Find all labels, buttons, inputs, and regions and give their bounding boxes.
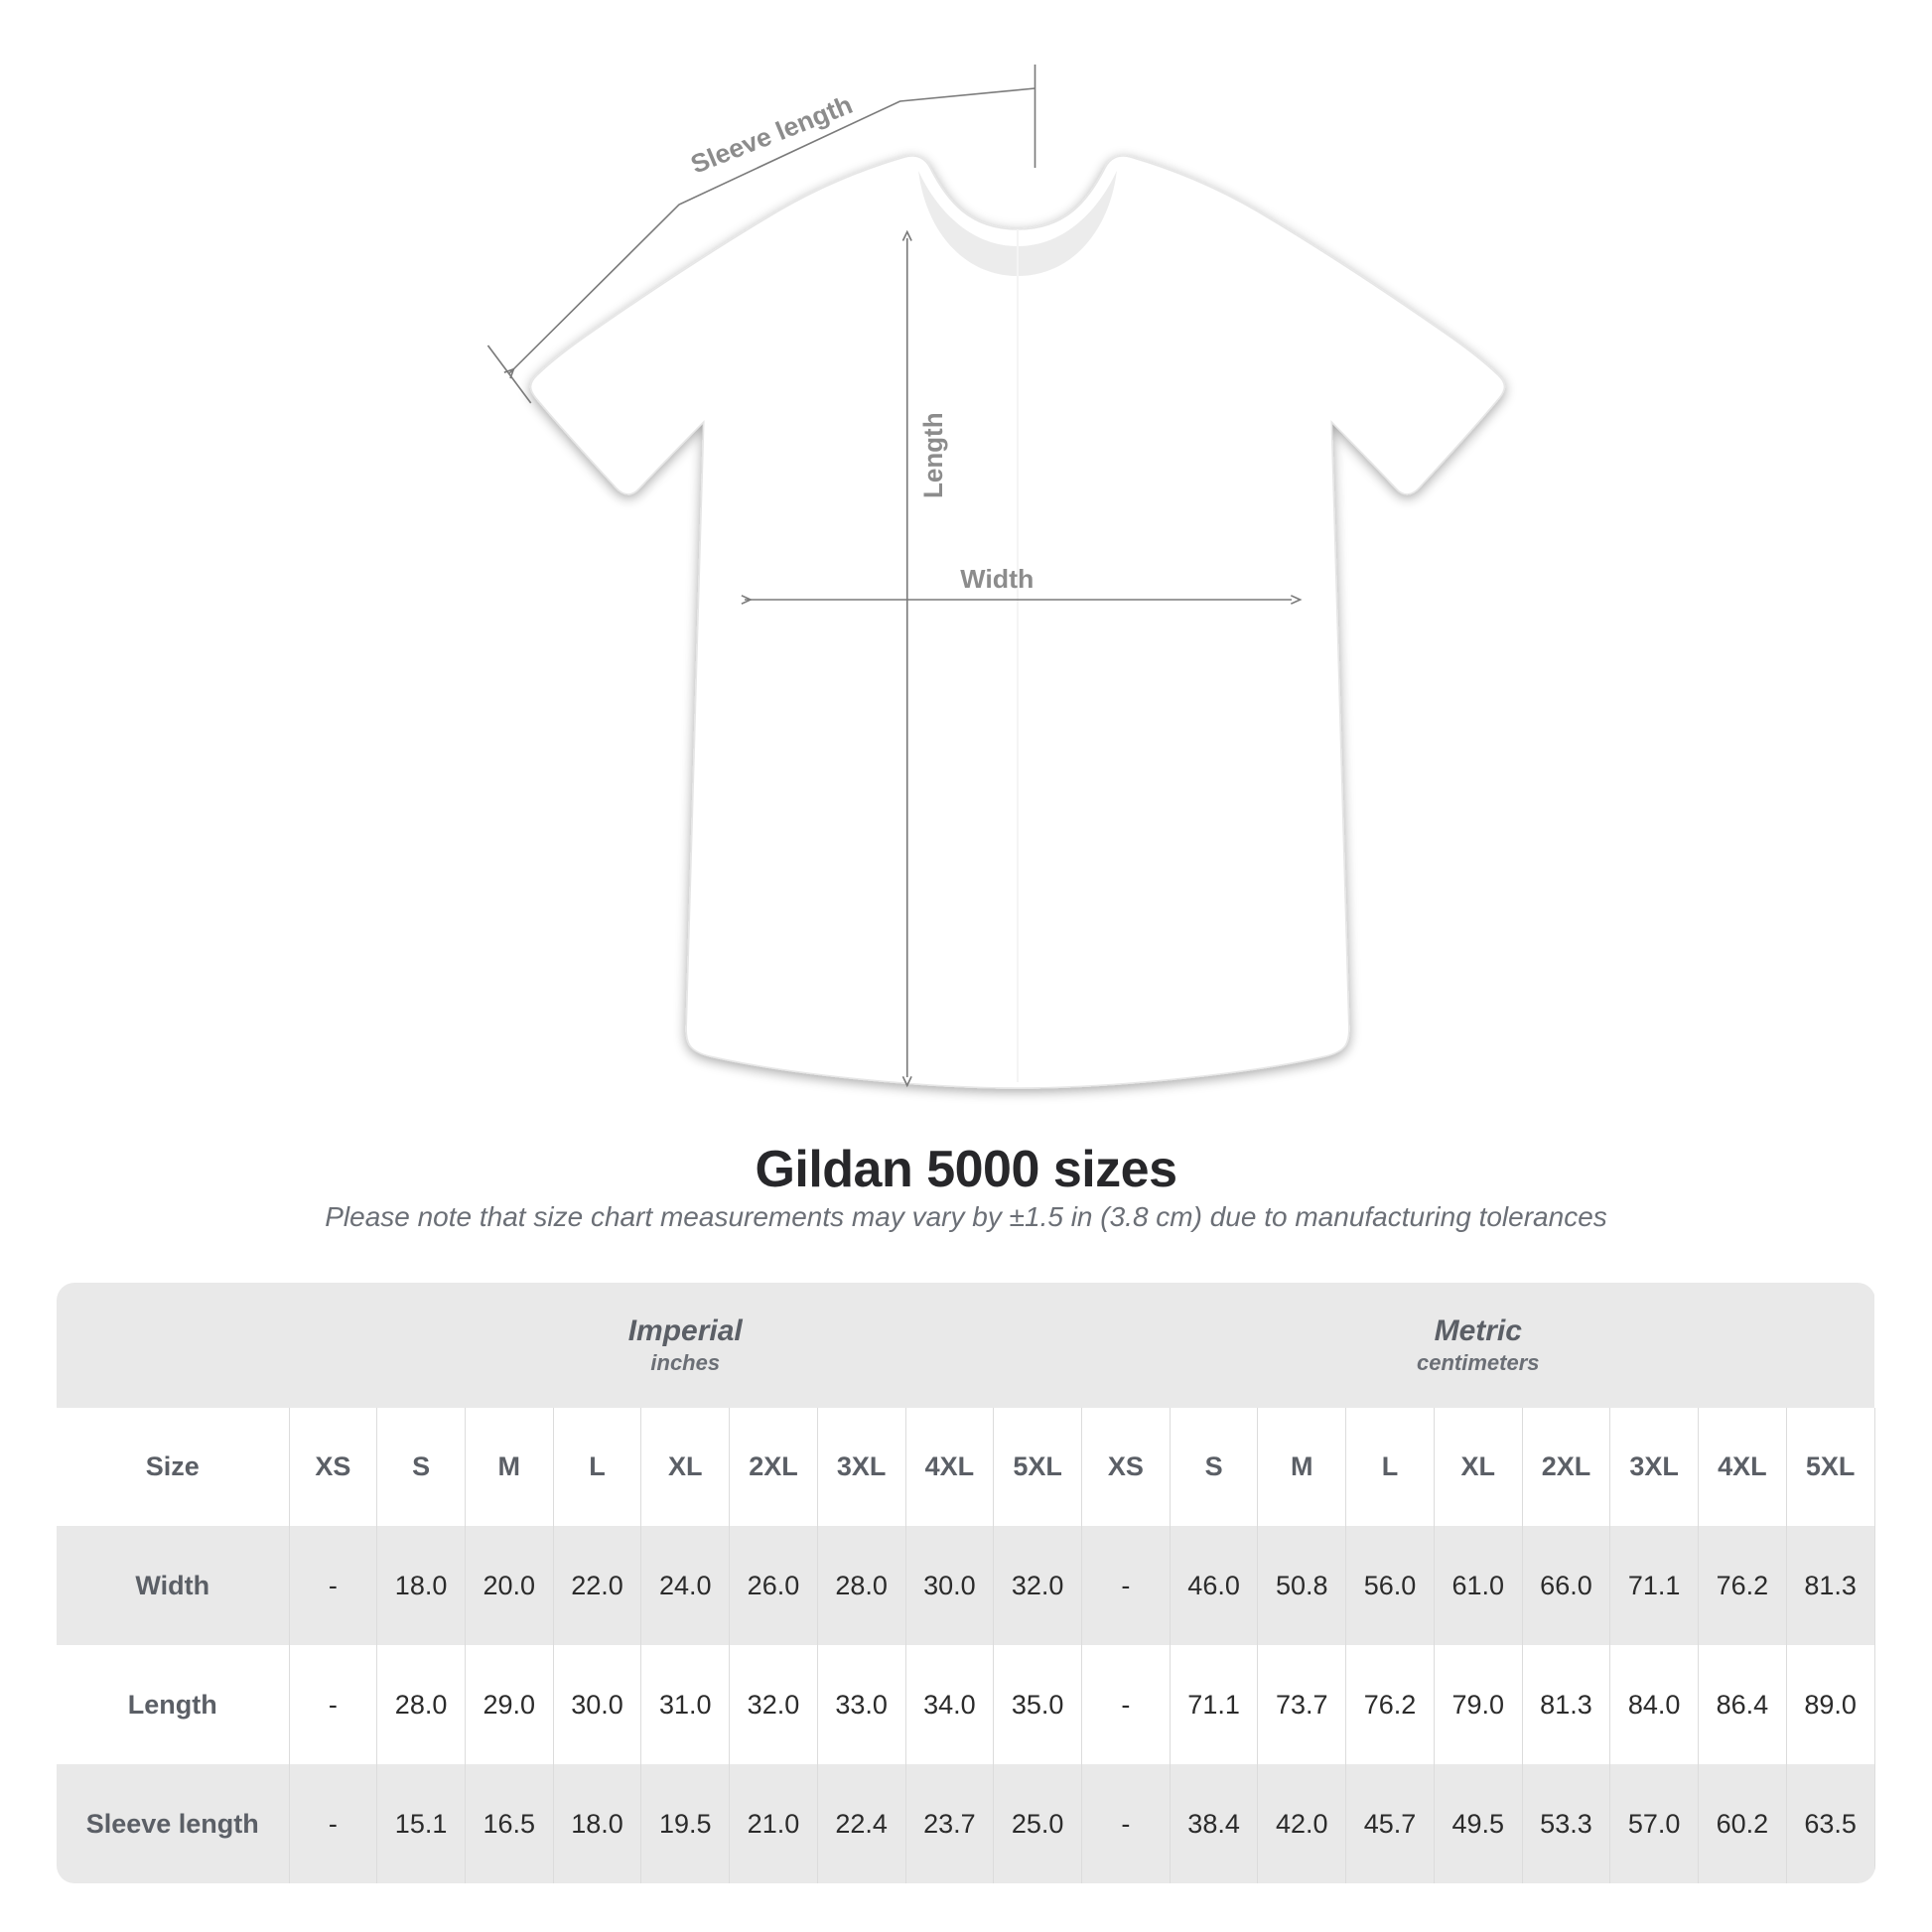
svg-text:Width: Width <box>960 564 1034 594</box>
svg-text:Length: Length <box>917 412 947 498</box>
svg-text:Sleeve length: Sleeve length <box>686 89 856 179</box>
